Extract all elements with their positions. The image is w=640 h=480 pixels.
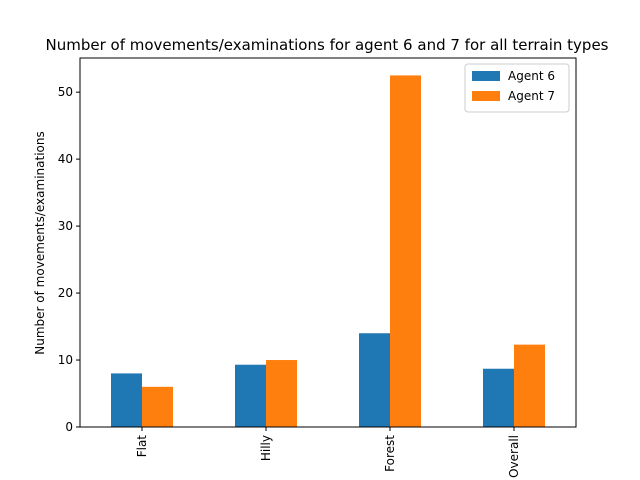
bar-agent-6-overall [483, 368, 514, 427]
bar-agent-7-forest [390, 75, 421, 427]
bars-group [111, 75, 545, 427]
legend-swatch [472, 71, 500, 81]
legend: Agent 6 Agent 7 [464, 63, 570, 113]
bar-agent-6-flat [111, 373, 142, 427]
bar-agent-7-hilly [266, 360, 297, 427]
bar-agent-7-overall [514, 344, 545, 427]
bar-agent-7-flat [142, 386, 173, 427]
y-tick-label: 30 [58, 219, 73, 233]
y-tick-label: 40 [58, 152, 73, 166]
axes-group: 0 10 20 30 40 50 Flat Hilly Forest Overall [58, 57, 577, 478]
y-tick-label: 50 [58, 85, 73, 99]
y-tick-label: 20 [58, 286, 73, 300]
x-tick-label: Forest [383, 435, 397, 472]
x-tick-label: Flat [135, 435, 149, 458]
x-tick-label: Hilly [259, 435, 273, 461]
chart-title: Number of movements/examinations for age… [46, 36, 609, 54]
y-tick-label: 0 [65, 420, 73, 434]
plot-frame [79, 57, 577, 428]
bar-agent-6-hilly [235, 364, 266, 427]
y-tick-label: 10 [58, 353, 73, 367]
y-axis-label: Number of movements/examinations [33, 131, 47, 354]
legend-swatch [472, 91, 500, 101]
legend-label: Agent 7 [508, 89, 555, 103]
bar-agent-6-forest [359, 333, 390, 427]
x-tick-label: Overall [507, 435, 521, 478]
legend-label: Agent 6 [508, 69, 555, 83]
